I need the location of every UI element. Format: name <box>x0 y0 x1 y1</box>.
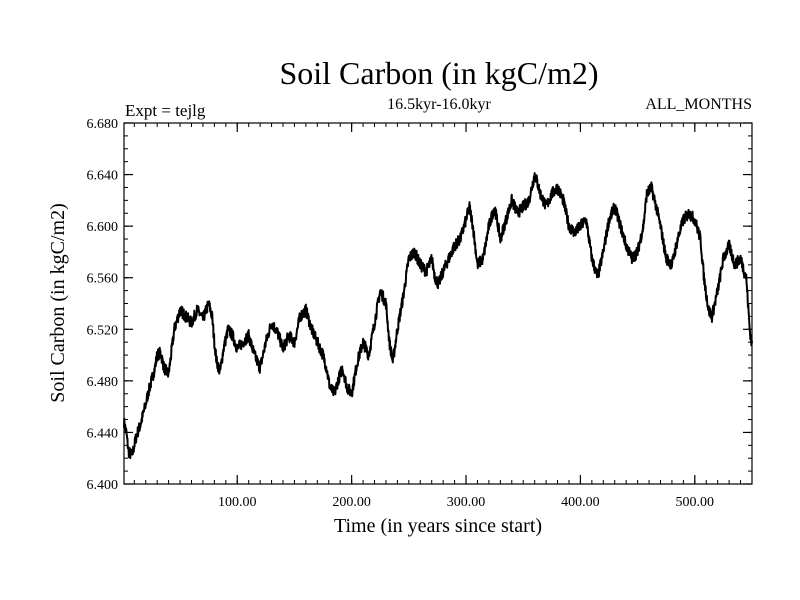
x-tick-label: 100.00 <box>218 495 257 510</box>
y-axis-label: Soil Carbon (in kgC/m2) <box>47 203 69 402</box>
x-tick-label: 200.00 <box>332 495 371 510</box>
chart-title: Soil Carbon (in kgC/m2) <box>279 55 598 91</box>
x-tick-label: 400.00 <box>561 495 600 510</box>
chart-subtitle: 16.5kyr-16.0kyr <box>387 96 491 113</box>
series-line-soil-carbon <box>123 172 753 460</box>
x-axis: 100.00 200.00 300.00 400.00 500.00 <box>133 123 753 510</box>
experiment-label: Expt = tejlg <box>125 101 206 120</box>
y-tick-label: 6.600 <box>87 220 119 235</box>
x-axis-label: Time (in years since start) <box>334 515 542 537</box>
y-tick-label: 6.520 <box>87 323 119 338</box>
plot-frame <box>123 122 753 485</box>
x-tick-label: 500.00 <box>676 495 715 510</box>
y-axis: 6.400 6.440 6.480 6.520 6.560 6.600 6.640 6.680 <box>87 117 752 493</box>
y-tick-label: 6.400 <box>87 478 119 493</box>
months-label: ALL_MONTHS <box>645 96 752 113</box>
y-tick-label: 6.680 <box>87 117 119 132</box>
x-tick-label: 300.00 <box>447 495 486 510</box>
y-tick-label: 6.480 <box>87 375 119 390</box>
y-tick-label: 6.640 <box>87 169 119 184</box>
y-tick-label: 6.560 <box>87 272 119 287</box>
y-tick-label: 6.440 <box>87 426 119 441</box>
